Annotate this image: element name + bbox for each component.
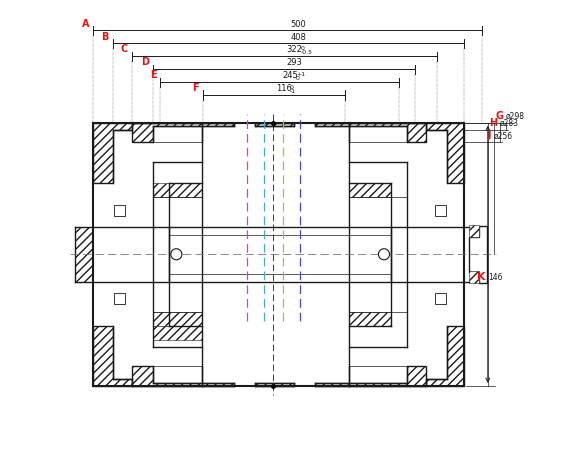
Polygon shape [426, 326, 464, 386]
Text: -1: -1 [290, 89, 296, 94]
Text: K: K [477, 272, 486, 283]
Polygon shape [132, 367, 234, 386]
Text: C: C [121, 44, 128, 55]
Text: 116: 116 [276, 84, 292, 93]
Text: E: E [150, 71, 156, 80]
Polygon shape [255, 382, 294, 386]
Polygon shape [315, 367, 426, 386]
Bar [469, 225, 479, 237]
Bar [349, 183, 391, 197]
Text: G: G [495, 111, 503, 121]
Polygon shape [469, 226, 487, 283]
Polygon shape [93, 326, 132, 386]
Text: -0.5: -0.5 [300, 50, 312, 56]
Polygon shape [315, 123, 426, 142]
Text: A: A [82, 19, 89, 28]
Text: 245: 245 [282, 71, 298, 80]
Bar [114, 292, 125, 304]
Text: 408: 408 [290, 33, 306, 42]
Text: ø256: ø256 [494, 131, 513, 140]
Text: B: B [102, 32, 109, 42]
Text: 0: 0 [296, 76, 300, 81]
Circle shape [379, 249, 389, 260]
Bar [435, 205, 446, 216]
Circle shape [171, 249, 182, 260]
Text: 146: 146 [488, 273, 503, 282]
Bar [114, 205, 125, 216]
Bar [469, 271, 479, 283]
Text: D: D [142, 57, 149, 67]
Text: H: H [489, 118, 497, 128]
Bar [75, 226, 93, 282]
Text: +1: +1 [296, 71, 305, 77]
Text: 0: 0 [290, 85, 294, 90]
Polygon shape [93, 123, 132, 183]
Polygon shape [132, 123, 234, 142]
Bar [153, 312, 202, 326]
Bar [153, 326, 202, 340]
Bar [349, 312, 391, 326]
Bar [153, 183, 202, 197]
Text: 500: 500 [290, 20, 306, 28]
Polygon shape [255, 123, 294, 126]
Bar [435, 292, 446, 304]
Polygon shape [426, 123, 464, 183]
Text: ø298: ø298 [506, 112, 525, 121]
Text: ø283: ø283 [500, 119, 519, 128]
Text: 293: 293 [286, 58, 302, 67]
Text: F: F [192, 83, 199, 93]
Text: 322: 322 [286, 45, 302, 55]
Text: 0: 0 [300, 46, 305, 51]
Text: J: J [487, 130, 491, 140]
Bar [75, 226, 93, 282]
